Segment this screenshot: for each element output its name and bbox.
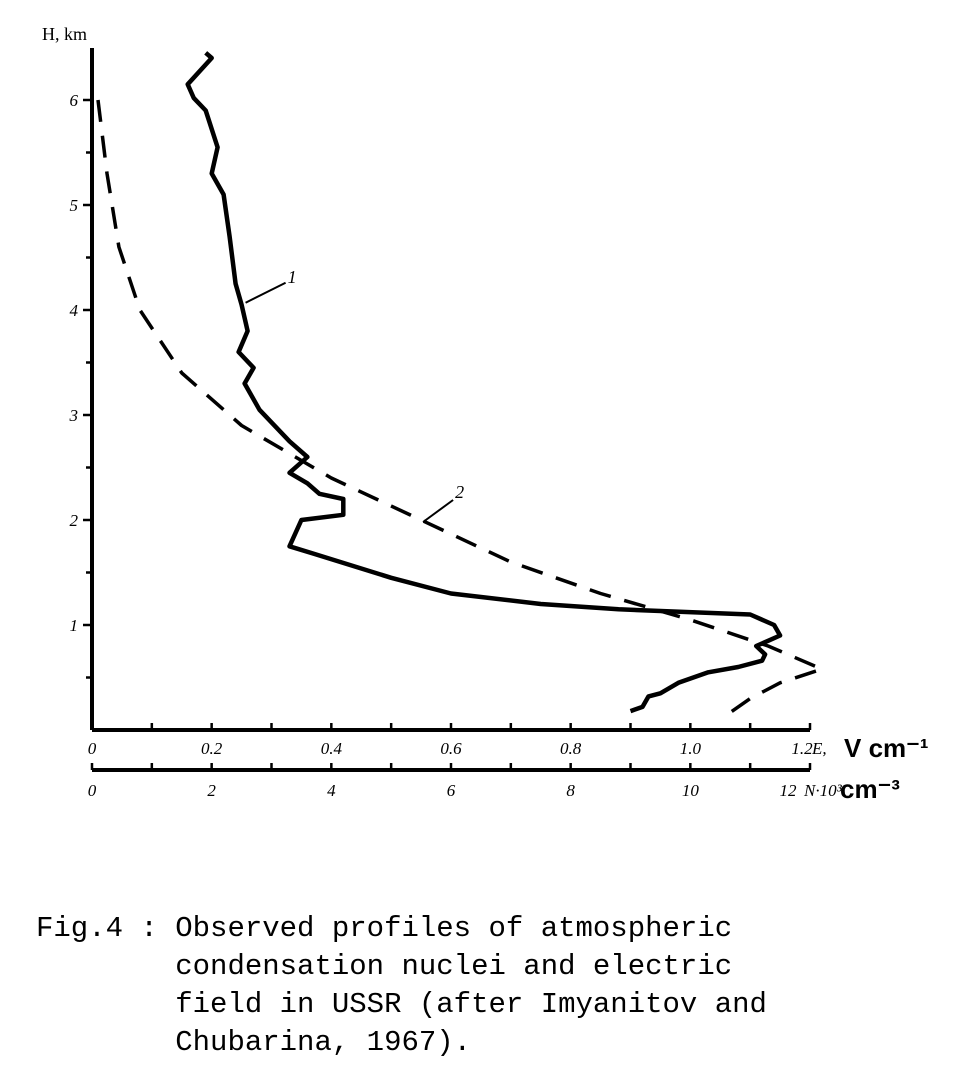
e-axis-label: E, [811,739,827,758]
y-tick-label: 4 [70,301,79,320]
n-tick-label: 8 [566,781,575,800]
curves-group [96,51,824,717]
y-tick-label: 5 [70,196,79,215]
series-2-curve [96,99,824,717]
y-tick-label: 2 [70,511,79,530]
caption-line: Observed profiles of atmospheric [175,912,733,945]
series-2-leader [422,499,454,523]
y-tick-label: 6 [70,91,79,110]
caption-lead: Fig.4 : [36,912,176,945]
e-tick-label: 1.0 [680,739,702,758]
caption-line: condensation nuclei and electric [175,950,733,983]
e-tick-label: 0.8 [560,739,582,758]
n-tick-label: 10 [682,781,700,800]
e-tick-label: 0.4 [321,739,343,758]
e-tick-label: 0.2 [201,739,223,758]
n-tick-label: 0 [88,781,97,800]
series-1-label: 1 [288,267,297,287]
series-1-leader [245,281,287,304]
e-axis-unit: V cm⁻¹ [844,733,929,763]
n-axis-label: N·10³ [803,781,843,800]
caption-line: Chubarina, 1967). [175,1026,472,1059]
y-axis-label: H, km [42,24,87,44]
e-tick-label: 0 [88,739,97,758]
n-axis-unit: cm⁻³ [840,774,900,804]
caption-text: Observed profiles of atmospheric condens… [175,910,767,1062]
figure-caption: Fig.4 : Observed profiles of atmospheric… [36,910,936,1062]
e-tick-label: 0.6 [440,739,462,758]
y-tick-label: 3 [69,406,79,425]
series-2-label: 2 [455,482,464,502]
profile-chart: 1 2 3 4 5 6 H, km 0 0.2 0.4 0.6 0.8 1.0 1.2 E, V cm⁻¹ 0 2… [42,24,929,804]
y-tick-label: 1 [70,616,79,635]
e-tick-label: 1.2 [791,739,813,758]
axes-group [83,48,812,772]
n-tick-label: 2 [207,781,216,800]
n-tick-label: 4 [327,781,336,800]
n-tick-label: 12 [780,781,798,800]
n-tick-label: 6 [447,781,456,800]
caption-line: field in USSR (after Imyanitov and [175,988,767,1021]
series-1-curve [185,51,783,714]
